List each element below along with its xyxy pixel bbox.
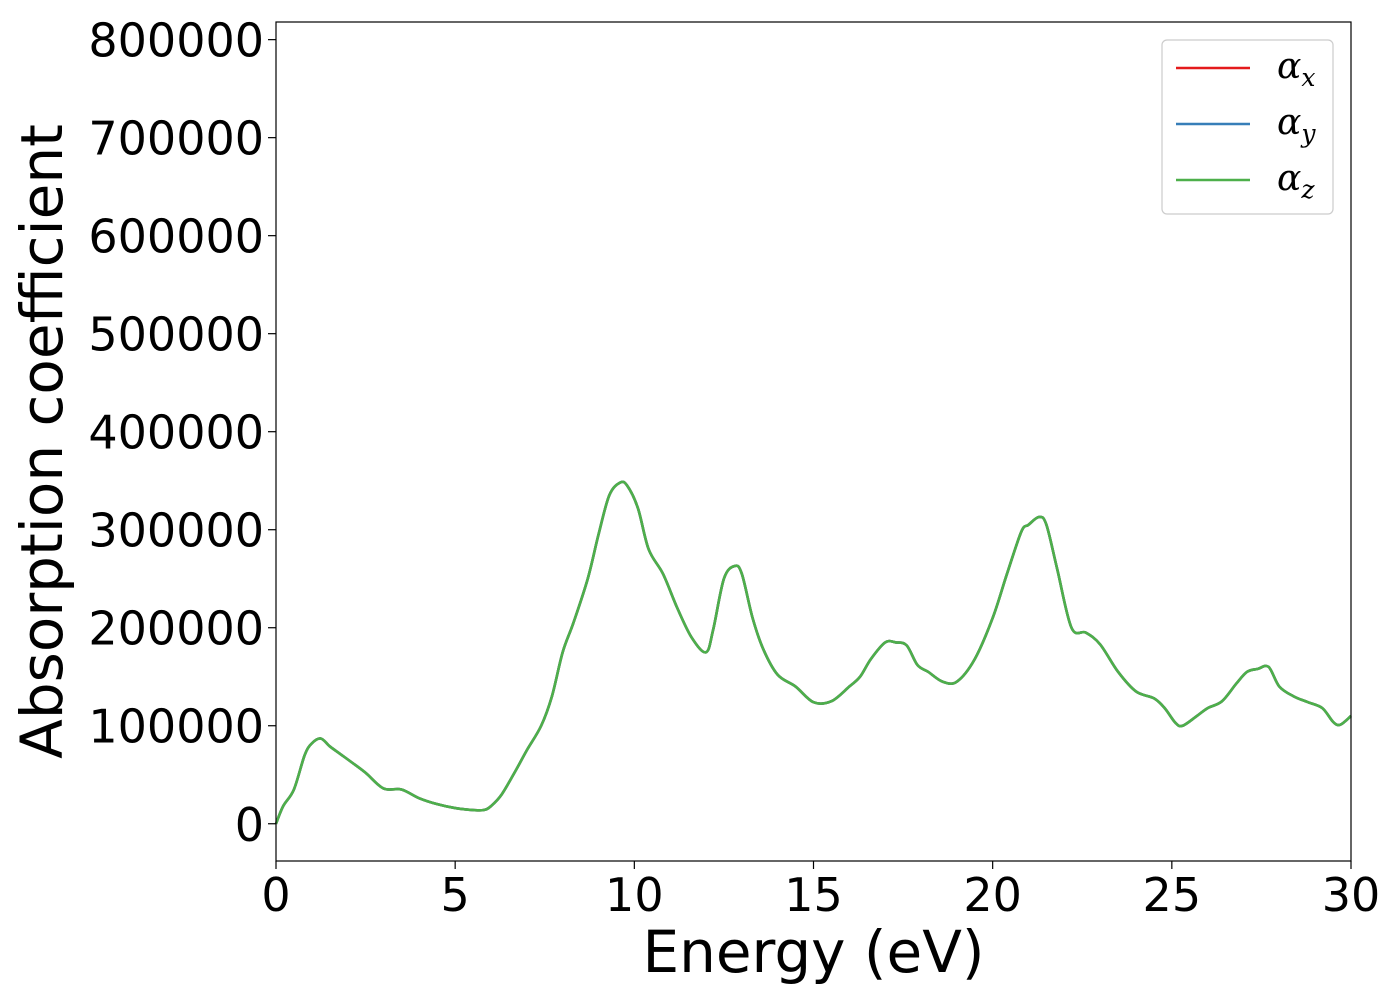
legend-entry-symbol: α bbox=[1277, 102, 1301, 143]
x-tick-label: 15 bbox=[784, 868, 843, 922]
y-tick-label: 300000 bbox=[88, 504, 264, 558]
y-tick-label: 200000 bbox=[88, 602, 264, 656]
x-axis-label: Energy (eV) bbox=[642, 918, 984, 986]
x-tick-label: 20 bbox=[963, 868, 1022, 922]
legend-entry-subscript: y bbox=[1300, 119, 1316, 148]
legend-entry-symbol: α bbox=[1277, 46, 1301, 87]
y-tick-label: 0 bbox=[235, 798, 264, 852]
x-axis-ticks: 0 5 10 15 20 25 30 bbox=[261, 861, 1380, 922]
y-tick-label: 800000 bbox=[88, 14, 264, 68]
y-axis-ticks: 0 100000 200000 300000 400000 500000 600000 700… bbox=[88, 14, 276, 852]
legend-entry-symbol: α bbox=[1277, 158, 1301, 199]
legend-entry-alpha-z: αz bbox=[1277, 158, 1315, 204]
x-tick-label: 30 bbox=[1322, 868, 1381, 922]
x-tick-label: 25 bbox=[1143, 868, 1202, 922]
y-tick-label: 400000 bbox=[88, 406, 264, 460]
x-tick-label: 5 bbox=[441, 868, 470, 922]
legend-entry-alpha-y: αy bbox=[1277, 102, 1316, 148]
series-line-alpha-z bbox=[274, 480, 1352, 825]
y-tick-label: 700000 bbox=[88, 112, 264, 166]
legend-entry-subscript: z bbox=[1300, 175, 1315, 204]
y-tick-label: 500000 bbox=[88, 308, 264, 362]
legend-frame bbox=[1161, 39, 1334, 215]
y-tick-label: 100000 bbox=[88, 700, 264, 754]
legend-entry-alpha-x: αx bbox=[1277, 46, 1315, 92]
x-tick-label: 0 bbox=[261, 868, 290, 922]
x-tick-label: 10 bbox=[605, 868, 664, 922]
series-layer bbox=[274, 480, 1352, 825]
y-axis-label: Absorption coefficient bbox=[8, 124, 76, 759]
legend-entry-subscript: x bbox=[1301, 63, 1315, 92]
y-tick-label: 600000 bbox=[88, 210, 264, 264]
